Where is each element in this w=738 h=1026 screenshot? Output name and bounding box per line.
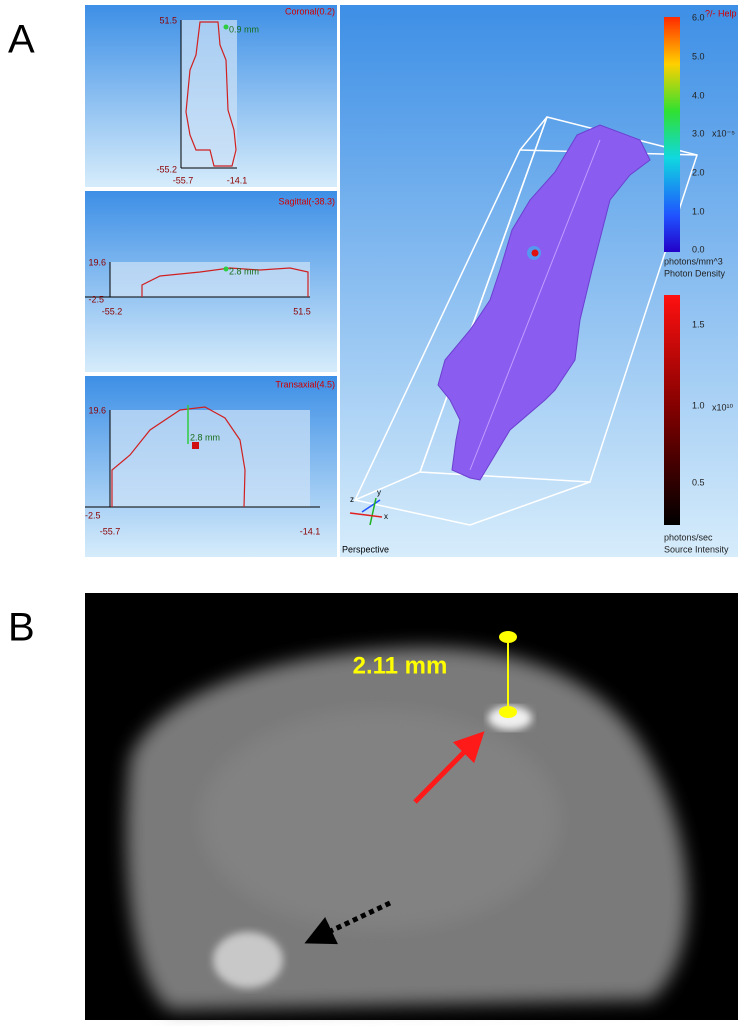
view-label: Perspective xyxy=(342,544,389,554)
axis-label: 51.5 xyxy=(159,15,177,25)
source xyxy=(532,250,539,257)
colorbar-tick: 3.0 xyxy=(692,128,705,138)
colorbar-name: Source Intensity xyxy=(664,544,729,554)
plot-area xyxy=(181,20,237,168)
tissue xyxy=(200,710,560,930)
colorbar xyxy=(664,17,680,252)
axis-label: -14.1 xyxy=(227,175,248,185)
colorbar-name: Photon Density xyxy=(664,268,726,278)
colorbar-multiplier: x10¹⁰ xyxy=(712,402,734,412)
colorbar-tick: 1.0 xyxy=(692,206,705,216)
plot-area xyxy=(110,410,310,507)
colorbar-unit: photons/sec xyxy=(664,532,713,542)
colorbar-tick: 1.0 xyxy=(692,400,705,410)
axis-label: -55.2 xyxy=(102,306,123,316)
measure-end xyxy=(499,706,517,718)
plot-area xyxy=(110,262,310,297)
panel-label: B xyxy=(8,606,35,650)
view-title: Coronal(0.2) xyxy=(285,6,335,16)
axis-label: -55.2 xyxy=(156,164,177,174)
axis-label: 19.6 xyxy=(88,405,106,415)
colorbar-unit: photons/mm^3 xyxy=(664,256,723,266)
colorbar-tick: 0.0 xyxy=(692,244,705,254)
colorbar-tick: 0.5 xyxy=(692,477,705,487)
measurement: 2.8 mm xyxy=(190,432,220,442)
colorbar-multiplier: x10⁻⁵ xyxy=(712,128,735,138)
measurement: 2.11 mm xyxy=(353,652,448,679)
page: {"panel_labels": ["A", "B"], "panel_a": … xyxy=(0,0,738,1026)
ct-image: 2.11 mm xyxy=(85,593,738,1020)
marker xyxy=(224,25,229,30)
colorbar-tick: 1.5 xyxy=(692,319,705,329)
axis-label: 51.5 xyxy=(293,306,311,316)
figure: A B 0.9 mm Coronal(0.2) 51.5 -55.2 -55.7… xyxy=(0,0,738,1026)
axis-letter: x xyxy=(384,512,388,521)
axis-label: 19.6 xyxy=(88,257,106,267)
panel-label: A xyxy=(8,18,35,62)
colorbar-tick: 4.0 xyxy=(692,90,705,100)
view-title: Transaxial(4.5) xyxy=(275,379,335,389)
coronal-view: 0.9 mm Coronal(0.2) 51.5 -55.2 -55.7 -14… xyxy=(85,5,337,187)
colorbar xyxy=(664,295,680,525)
measurement: 2.8 mm xyxy=(229,266,259,276)
axis-label: -14.1 xyxy=(300,526,321,536)
transaxial-view: 2.8 mm Transaxial(4.5) 19.6 -2.5 -55.7 -… xyxy=(85,376,337,557)
axis-label: -55.7 xyxy=(173,175,194,185)
perspective-view: z y x Perspective ?/- Help 6.0 5.0 4.0 3… xyxy=(340,5,738,557)
sagittal-view: 2.8 mm Sagittal(-38.3) 19.6 -2.5 -55.2 5… xyxy=(85,191,337,372)
view-title: Sagittal(-38.3) xyxy=(278,196,335,206)
bone xyxy=(213,932,283,988)
colorbar-tick: 5.0 xyxy=(692,51,705,61)
marker xyxy=(224,267,229,272)
axis-letter: z xyxy=(350,495,354,504)
colorbar-tick: 6.0 xyxy=(692,12,705,22)
axis-label: -2.5 xyxy=(85,510,101,520)
colorbar-tick: 2.0 xyxy=(692,167,705,177)
axis-letter: y xyxy=(377,488,381,497)
measure-end xyxy=(499,631,517,643)
measurement: 0.9 mm xyxy=(229,24,259,34)
source-marker xyxy=(192,442,199,449)
help-label: ?/- Help xyxy=(705,8,737,18)
axis-label: -2.5 xyxy=(88,294,104,304)
axis-label: -55.7 xyxy=(100,526,121,536)
